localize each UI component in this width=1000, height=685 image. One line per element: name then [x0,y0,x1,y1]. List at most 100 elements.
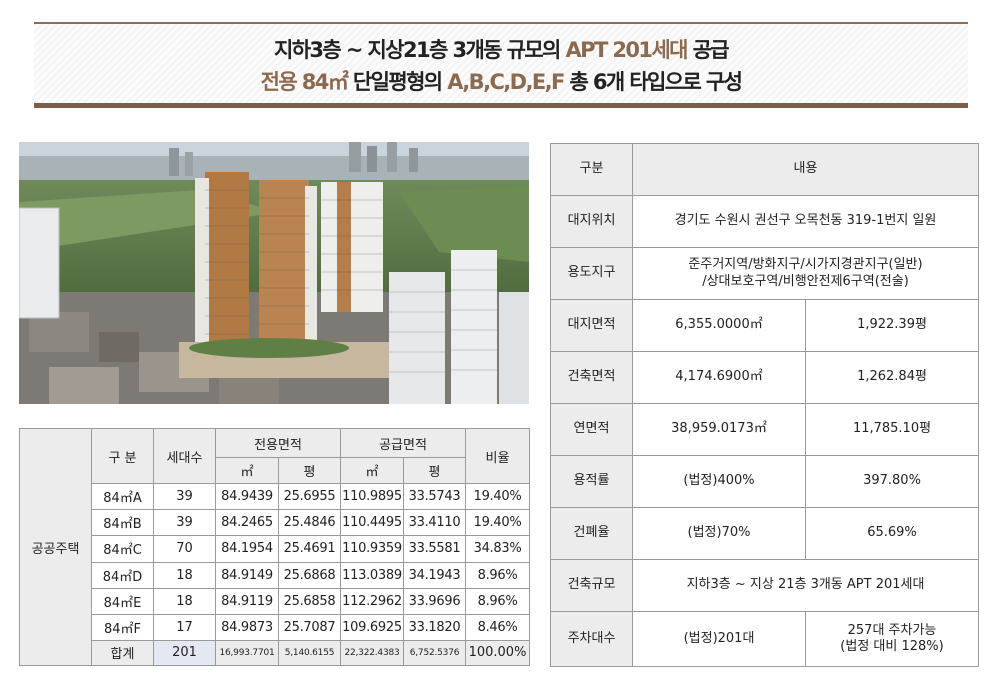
unit-ratio: 8.46% [465,613,530,641]
category-cell: 공공주택 [19,428,92,666]
exclusive-pyeong: 25.7087 [278,613,341,641]
unit-households: 70 [153,535,216,563]
floor-area-pyeong: 11,785.10평 [804,403,980,456]
exclusive-sqm: 84.9439 [215,483,279,511]
table-row: 84㎡A 39 84.9439 25.6955 110.9895 33.5743… [20,483,530,511]
location-label: 대지위치 [550,195,633,248]
tower-b [259,180,317,362]
table-row: 대지면적 6,355.0000㎡ 1,922.39평 [550,299,980,352]
supply-pyeong: 33.9696 [403,587,466,615]
supply-sqm: 112.2962 [340,587,404,615]
supply-pyeong: 33.5581 [403,535,466,563]
complex-rendering-image [19,142,529,404]
parking-label: 주차대수 [550,611,633,667]
total-label: 합계 [91,639,154,667]
households-header: 세대수 [153,427,216,485]
tower-c [321,182,383,312]
total-supply-sqm: 22,322.4383 [340,639,404,667]
exclusive-area-header: 전용면적 [215,427,341,459]
total-row: 합계 201 16,993.7701 5,140.6155 22,322.438… [20,639,530,667]
unit-households: 39 [153,483,216,511]
exclusive-sqm: 84.1954 [215,535,279,563]
parking-legal: (법정)201대 [632,611,806,667]
unit-composition-table: 공공주택 구 분 세대수 전용면적 공급면적 비율 ㎡ 평 ㎡ 평 84㎡A 3… [19,427,530,667]
exclusive-pyeong-header: 평 [278,457,341,485]
tower-a [195,172,249,362]
headline-2-accent-size: 전용 84㎡ [260,70,349,94]
table-row: 용적률 (법정)400% 397.80% [550,455,980,508]
banner-bottom-rule [34,103,968,108]
headline-line-1: 지하3층 ~ 지상21층 3개동 규모의 APT 201세대 공급 [34,34,968,64]
zoning-line-2: /상대보호구역/비행안전제6구역(전술) [702,273,909,289]
banner-top-rule [34,22,968,24]
table-row: 주차대수 (법정)201대 257대 주차가능 (법정 대비 128%) [550,611,980,667]
supply-sqm-header: ㎡ [340,457,404,485]
parking-line-2: (법정 대비 128%) [840,639,944,654]
total-households: 201 [153,639,216,667]
building-area-pyeong: 1,262.84평 [804,351,980,404]
unit-households: 39 [153,509,216,537]
table-row: 용도지구 준주거지역/방화지구/시가지경관지구(일반) /상대보호구역/비행안전… [550,247,980,300]
total-supply-pyeong: 6,752.5376 [403,639,466,667]
unit-type: 84㎡E [91,587,154,615]
headline-banner [34,24,968,104]
floor-area-label: 연면적 [550,403,633,456]
headline-2-accent-types: A,B,C,D,E,F [447,70,565,94]
total-exclusive-sqm: 16,993.7701 [215,639,279,667]
unit-ratio: 8.96% [465,587,530,615]
bcr-actual: 65.69% [804,507,980,560]
type-header: 구 분 [91,427,154,485]
content-header: 내용 [631,143,980,196]
exclusive-pyeong: 25.6858 [278,587,341,615]
table-row: 연면적 38,959.0173㎡ 11,785.10평 [550,403,980,456]
unit-ratio: 19.40% [465,509,530,537]
unit-type: 84㎡A [91,483,154,511]
exclusive-sqm-header: ㎡ [215,457,279,485]
unit-households: 18 [153,561,216,589]
supply-sqm: 110.4495 [340,509,404,537]
exclusive-sqm: 84.9119 [215,587,279,615]
table-row: 건축규모 지하3층 ~ 지상 21층 3개동 APT 201세대 [550,559,980,612]
far-legal: (법정)400% [632,455,806,508]
exclusive-pyeong: 25.6868 [278,561,341,589]
unit-type: 84㎡B [91,509,154,537]
scale-label: 건축규모 [550,559,633,612]
unit-households: 18 [153,587,216,615]
unit-type: 84㎡D [91,561,154,589]
exclusive-sqm: 84.9149 [215,561,279,589]
table-row: 84㎡C 70 84.1954 25.4691 110.9359 33.5581… [20,535,530,563]
zoning-value: 준주거지역/방화지구/시가지경관지구(일반) /상대보호구역/비행안전제6구역(… [631,247,980,300]
bcr-legal: (법정)70% [632,507,806,560]
parking-actual: 257대 주차가능 (법정 대비 128%) [804,611,980,667]
supply-pyeong: 33.1820 [403,613,466,641]
unit-type: 84㎡C [91,535,154,563]
scale-value: 지하3층 ~ 지상 21층 3개동 APT 201세대 [631,559,980,612]
supply-sqm: 113.0389 [340,561,404,589]
exclusive-pyeong: 25.4691 [278,535,341,563]
supply-sqm: 110.9359 [340,535,404,563]
table-row: 84㎡F 17 84.9873 25.7087 109.6925 33.1820… [20,613,530,641]
bcr-label: 건폐율 [550,507,633,560]
floor-area-sqm: 38,959.0173㎡ [632,403,806,456]
site-area-sqm: 6,355.0000㎡ [632,299,806,352]
table-row: 84㎡B 39 84.2465 25.4846 110.4495 33.4110… [20,509,530,537]
headline-1-text-a: 지하3층 ~ 지상21층 3개동 규모의 [273,38,566,62]
ratio-header: 비율 [465,427,530,485]
exclusive-pyeong: 25.6955 [278,483,341,511]
table-row: 84㎡D 18 84.9149 25.6868 113.0389 34.1943… [20,561,530,589]
unit-households: 17 [153,613,216,641]
supply-sqm: 110.9895 [340,483,404,511]
zoning-label: 용도지구 [550,247,633,300]
headline-line-2: 전용 84㎡ 단일평형의 A,B,C,D,E,F 총 6개 타입으로 구성 [34,66,968,96]
unit-type: 84㎡F [91,613,154,641]
site-area-label: 대지면적 [550,299,633,352]
category-header: 구분 [550,143,633,196]
headline-1-accent: APT 201세대 [565,38,689,62]
far-actual: 397.80% [804,455,980,508]
category-label: 공공주택 [31,541,80,557]
supply-pyeong-header: 평 [403,457,466,485]
building-area-label: 건축면적 [550,351,633,404]
total-exclusive-pyeong: 5,140.6155 [278,639,341,667]
table-row: 건폐율 (법정)70% 65.69% [550,507,980,560]
unit-ratio: 8.96% [465,561,530,589]
